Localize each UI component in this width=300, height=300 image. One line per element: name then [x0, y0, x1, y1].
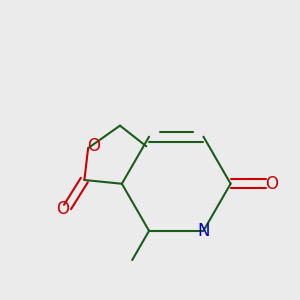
Text: O: O — [56, 200, 69, 218]
Text: N: N — [197, 222, 210, 240]
Text: O: O — [265, 175, 278, 193]
Text: O: O — [87, 137, 100, 155]
